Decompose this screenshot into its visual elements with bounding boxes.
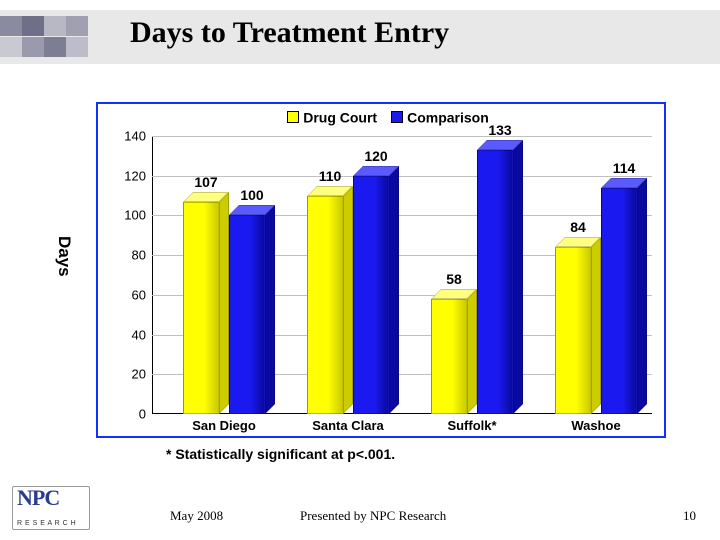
x-tick-label: Washoe (536, 414, 656, 433)
deco-square (44, 16, 66, 36)
y-tick-label: 100 (112, 208, 152, 223)
bar (601, 188, 637, 414)
npc-logo: NPC R E S E A R C H (12, 486, 90, 530)
bar-value-label: 110 (319, 168, 342, 184)
footnote: * Statistically significant at p<.001. (166, 446, 395, 462)
y-axis-title: Days (54, 236, 74, 277)
deco-square (0, 16, 22, 36)
bar (431, 299, 467, 414)
bar (555, 247, 591, 414)
legend-label: Drug Court (303, 109, 377, 125)
y-tick-label: 0 (112, 407, 152, 422)
plot-area: 020406080100120140San Diego107100Santa C… (152, 136, 652, 414)
y-tick-label: 120 (112, 168, 152, 183)
bar-value-label: 84 (570, 219, 586, 235)
y-tick-label: 20 (112, 367, 152, 382)
legend-label: Comparison (407, 109, 489, 125)
x-tick-label: San Diego (164, 414, 284, 433)
footer-date: May 2008 (170, 508, 223, 524)
slide: Days to Treatment Entry Days Drug Court C… (0, 0, 720, 540)
bar-value-label: 58 (446, 271, 462, 287)
footer-page-number: 10 (683, 508, 696, 524)
bar (353, 176, 389, 414)
logo-big: NPC (17, 485, 59, 511)
bar-value-label: 133 (488, 122, 511, 138)
y-tick-label: 80 (112, 248, 152, 263)
logo-small: R E S E A R C H (17, 520, 76, 527)
gridline (152, 176, 652, 177)
bar-value-label: 120 (364, 148, 387, 164)
bar (229, 215, 265, 414)
bar (307, 196, 343, 414)
y-tick-label: 40 (112, 327, 152, 342)
legend-swatch (287, 111, 299, 123)
bar (183, 202, 219, 414)
bar-value-label: 107 (194, 174, 217, 190)
deco-square (22, 37, 44, 57)
y-axis (152, 136, 153, 414)
legend-swatch (391, 111, 403, 123)
deco-square (66, 37, 88, 57)
x-tick-label: Santa Clara (288, 414, 408, 433)
deco-square (22, 16, 44, 36)
y-tick-label: 60 (112, 287, 152, 302)
deco-square (0, 37, 22, 57)
gridline (152, 136, 652, 137)
chart-container: Drug Court Comparison 0 20 40 60 80 100 120 140 S… (96, 102, 666, 438)
title-band: Days to Treatment Entry (0, 10, 720, 64)
bar-value-label: 114 (613, 160, 636, 176)
title-decoration (0, 16, 100, 58)
chart-legend: Drug Court Comparison (98, 108, 664, 125)
x-tick-label: Suffolk* (412, 414, 532, 433)
footer-presenter: Presented by NPC Research (300, 508, 446, 524)
slide-title: Days to Treatment Entry (130, 16, 690, 50)
bar (477, 150, 513, 414)
bar-value-label: 100 (240, 187, 263, 203)
deco-square (66, 16, 88, 36)
footer: NPC R E S E A R C H May 2008 Presented b… (0, 486, 720, 534)
deco-square (44, 37, 66, 57)
y-tick-label: 140 (112, 129, 152, 144)
